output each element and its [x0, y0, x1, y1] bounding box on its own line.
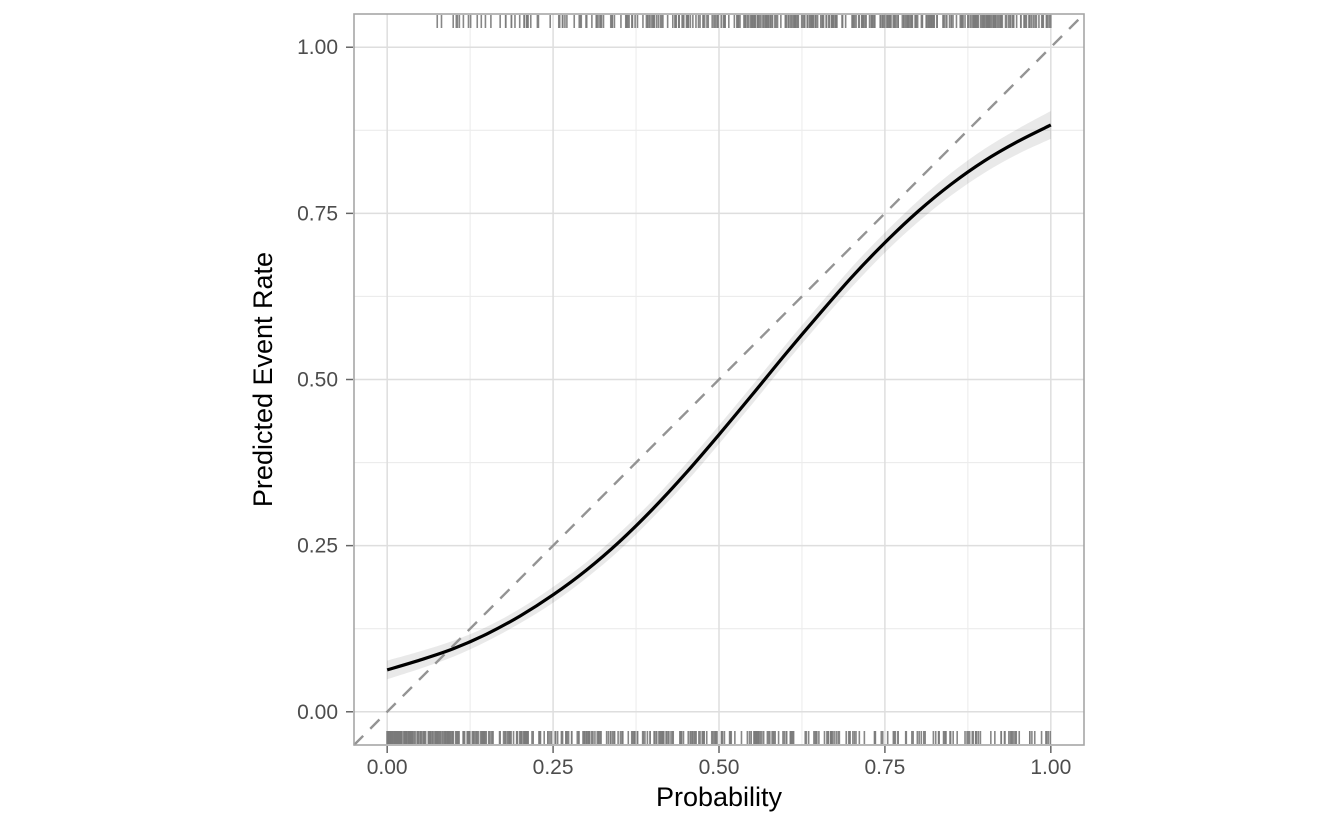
- x-tick-label: 1.00: [1030, 756, 1071, 779]
- y-tick-label: 1.00: [297, 36, 338, 59]
- x-tick-label: 0.25: [533, 756, 574, 779]
- panel-border: [353, 13, 1085, 746]
- y-axis-tick-labels: 0.00 0.25 0.50 0.75 1.00: [297, 36, 338, 724]
- y-tick-label: 0.50: [297, 369, 338, 392]
- x-axis-title: Probability: [656, 782, 783, 812]
- x-axis-tick-labels: 0.00 0.25 0.50 0.75 1.00: [367, 756, 1072, 779]
- calibration-curve: [386, 123, 1052, 672]
- x-tick-label: 0.75: [864, 756, 905, 779]
- y-tick-label: 0.00: [297, 701, 338, 724]
- y-tick-label: 0.75: [297, 202, 338, 225]
- x-axis-ticks: [386, 746, 1052, 753]
- x-tick-label: 0.50: [699, 756, 740, 779]
- rug-bottom: [386, 731, 1052, 744]
- y-tick-label: 0.25: [297, 535, 338, 558]
- y-axis-ticks: [346, 46, 353, 713]
- x-tick-label: 0.00: [367, 756, 408, 779]
- rug-top: [436, 15, 1052, 28]
- y-axis-title: Predicted Event Rate: [248, 252, 278, 507]
- confidence-band: [387, 111, 1051, 680]
- reference-line: [353, 13, 1085, 746]
